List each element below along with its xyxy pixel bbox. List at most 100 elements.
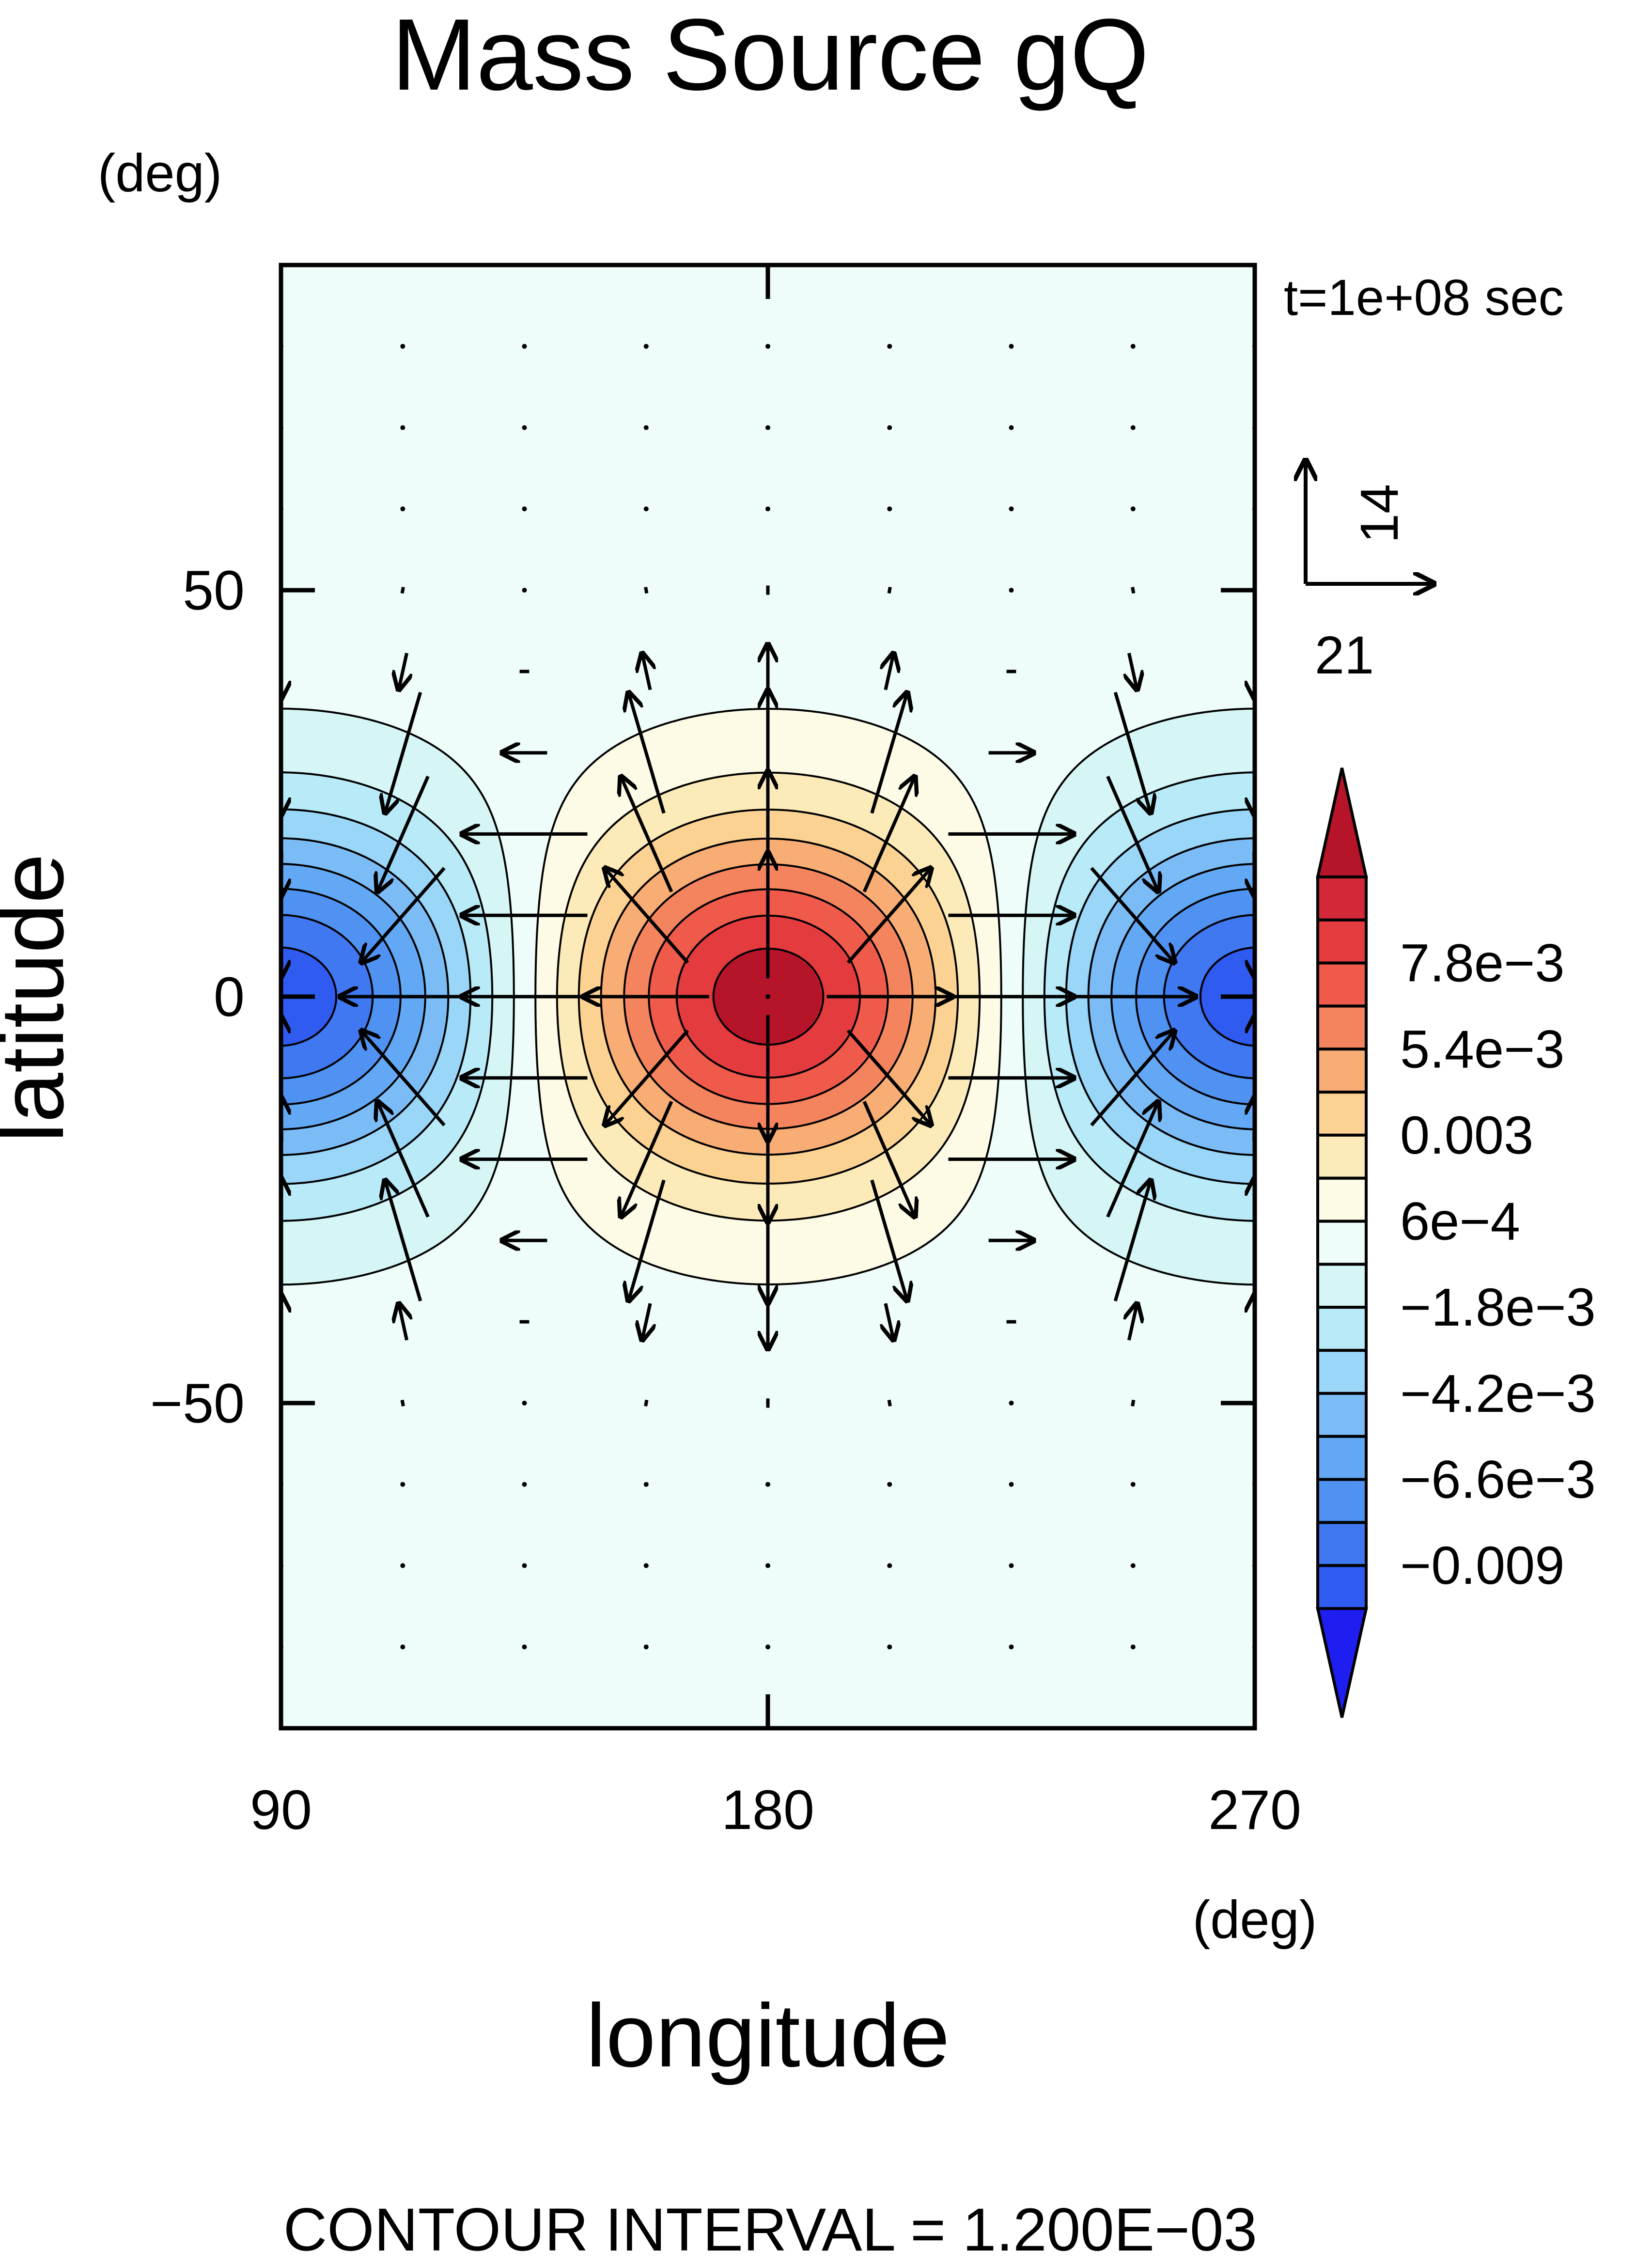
wind-vector-dot xyxy=(887,344,892,349)
wind-vector-dot xyxy=(400,425,405,430)
colorbar-band xyxy=(1316,1176,1368,1223)
wind-vector-arrow xyxy=(621,1101,673,1217)
y-axis-label: latitude xyxy=(0,854,82,1143)
colorbar-band xyxy=(1316,1435,1368,1481)
wind-vector-dot xyxy=(765,1563,770,1568)
wind-vector-arrow xyxy=(1106,775,1159,891)
wind-vector-arrow xyxy=(1131,587,1136,594)
wind-vector-arrow xyxy=(886,1303,894,1340)
wind-vector-arrow xyxy=(1113,1180,1151,1302)
wind-vector-arrow xyxy=(399,653,407,690)
colorbar-band xyxy=(1316,1349,1368,1395)
colorbar-min-triangle xyxy=(1316,1607,1368,1718)
wind-vector-dot xyxy=(1009,1482,1014,1487)
contour-interval-footer: CONTOUR INTERVAL = 1.200E−03 xyxy=(283,2196,1257,2264)
y-unit-label: (deg) xyxy=(98,143,222,203)
wind-vector-arrow xyxy=(846,1029,932,1125)
wind-vector-arrow xyxy=(605,1029,689,1125)
wind-vector-dot xyxy=(1130,1482,1136,1487)
colorbar-band xyxy=(1316,1091,1368,1137)
wind-vector-dot xyxy=(522,1482,527,1487)
wind-vector-dot xyxy=(887,1563,892,1568)
wind-vector-dot xyxy=(887,1482,892,1487)
y-tick-label: 50 xyxy=(183,560,245,622)
colorbar-band xyxy=(1316,876,1368,922)
wind-vector-dot xyxy=(1130,344,1136,349)
wind-vector-dot xyxy=(522,1563,527,1568)
colorbar-band xyxy=(1316,1219,1368,1266)
wind-vector-dot xyxy=(400,344,405,349)
y-tick-label: 0 xyxy=(214,966,245,1028)
wind-vector-dot xyxy=(1009,1563,1014,1568)
contour-line-15 xyxy=(676,914,861,1079)
wind-vector-dot xyxy=(887,1644,892,1650)
wind-vector-arrow xyxy=(862,776,915,892)
wind-vector-dot xyxy=(1009,425,1014,430)
colorbar-tick-label: 0.003 xyxy=(1400,1106,1533,1165)
wind-vector-dot xyxy=(643,506,649,512)
time-label: t=1e+08 sec xyxy=(1284,269,1564,326)
wind-vector-arrow xyxy=(400,1399,405,1407)
wind-vector-arrow xyxy=(846,868,932,964)
reference-vector: 14 21 xyxy=(1306,460,1434,685)
colorbar-tick-label: 7.8e−3 xyxy=(1400,934,1565,993)
colorbar-labels: 7.8e−3 5.4e−3 0.003 6e−4 −1.8e−3 −4.2e−3 −6.6e… xyxy=(1400,934,1596,1596)
wind-vector-arrow xyxy=(628,1179,666,1301)
wind-vector-dot xyxy=(522,425,527,430)
x-tick-label: 270 xyxy=(1208,1779,1301,1841)
wind-vector-dot xyxy=(400,506,405,512)
chart-title: Mass Source gQ xyxy=(391,0,1149,111)
wind-vector-arrow xyxy=(385,1180,422,1302)
colorbar-band xyxy=(1316,1521,1368,1567)
wind-vector-dot xyxy=(765,1482,770,1487)
contour-line-9 xyxy=(534,708,1002,1285)
wind-vector-dot xyxy=(643,1644,649,1650)
contour-line-16 xyxy=(712,948,825,1046)
wind-vector-dot xyxy=(1130,506,1136,512)
wind-vector-dot xyxy=(1009,1644,1014,1650)
wind-vector-arrow xyxy=(361,1031,446,1126)
y-tick-labels: 50 0 −50 xyxy=(150,560,245,1435)
colorbar-band xyxy=(1316,918,1368,965)
wind-vector-dot xyxy=(643,1482,649,1487)
wind-vector-dot xyxy=(1009,506,1014,512)
wind-vector-dot xyxy=(522,588,527,593)
wind-vector-arrow xyxy=(870,692,907,814)
wind-vector-arrow xyxy=(361,867,446,963)
wind-vector-arrow xyxy=(887,587,892,594)
wind-vector-dot xyxy=(522,344,527,349)
wind-vector-dot xyxy=(400,1563,405,1568)
colorbar-max-triangle xyxy=(1316,767,1368,878)
wind-vector-arrow xyxy=(886,653,894,690)
colorbar-tick-label: 5.4e−3 xyxy=(1400,1019,1565,1079)
wind-vector-dot xyxy=(765,994,770,999)
y-tick-label: −50 xyxy=(150,1373,245,1435)
wind-vector-dot xyxy=(1130,425,1136,430)
wind-vector-arrow xyxy=(1090,867,1175,963)
wind-vector-dot xyxy=(1009,1400,1014,1406)
wind-vector-arrow xyxy=(644,1399,649,1407)
wind-vector-arrow xyxy=(870,1179,907,1301)
wind-vector-arrow xyxy=(642,653,650,690)
colorbar-tick-label: −1.8e−3 xyxy=(1400,1278,1596,1337)
colorbar-band xyxy=(1316,1263,1368,1309)
wind-vector-arrow xyxy=(1129,1303,1137,1341)
wind-vector-dot xyxy=(765,425,770,430)
colorbar-tick-label: −0.009 xyxy=(1400,1536,1565,1595)
wind-vector-arrow xyxy=(1090,1031,1175,1126)
wind-vector-dot xyxy=(887,506,892,512)
x-tick-labels: 90 180 270 xyxy=(250,1779,1301,1841)
x-axis-label: longitude xyxy=(586,1986,950,2086)
wind-vector-arrow xyxy=(628,692,666,814)
wind-vector-arrow xyxy=(605,868,689,964)
wind-vector-arrow xyxy=(400,587,405,594)
wind-vector-arrow xyxy=(385,691,422,813)
wind-vector-arrow xyxy=(377,775,430,891)
wind-vector-dot xyxy=(887,425,892,430)
colorbar-band xyxy=(1316,1564,1368,1610)
contour-line-12 xyxy=(600,837,937,1156)
x-unit-label: (deg) xyxy=(1193,1890,1317,1950)
colorbar-band xyxy=(1316,1048,1368,1094)
contour-line-11 xyxy=(577,809,959,1185)
